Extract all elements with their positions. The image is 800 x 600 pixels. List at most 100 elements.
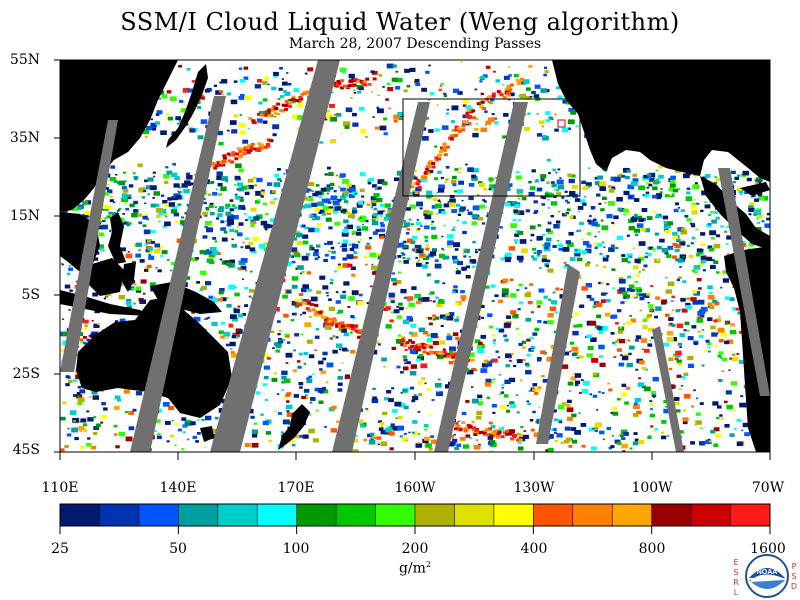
cloud-pixel <box>336 343 343 348</box>
cloud-pixel <box>131 287 135 290</box>
cloud-pixel <box>725 390 732 395</box>
cloud-pixel <box>476 431 481 435</box>
cloud-pixel <box>154 203 160 207</box>
cloud-pixel <box>517 230 524 235</box>
cloud-pixel <box>178 186 182 189</box>
cloud-pixel <box>423 171 428 175</box>
cloud-pixel <box>158 97 161 100</box>
cloud-pixel <box>413 394 417 397</box>
cloud-pixel <box>155 121 160 125</box>
cloud-pixel <box>480 75 485 80</box>
cloud-pixel <box>685 305 692 310</box>
cloud-pixel <box>292 237 297 241</box>
cloud-pixel <box>247 184 254 190</box>
cloud-pixel <box>379 214 383 218</box>
cloud-pixel <box>322 357 327 361</box>
cloud-pixel <box>356 225 361 229</box>
cloud-pixel <box>468 196 474 201</box>
cloud-pixel <box>439 340 446 345</box>
cloud-pixel <box>583 195 587 198</box>
cloud-pixel <box>285 362 289 364</box>
cloud-pixel <box>379 235 385 239</box>
cloud-pixel <box>632 265 639 270</box>
cloud-pixel <box>570 427 577 431</box>
cloud-pixel <box>601 241 605 244</box>
cloud-pixel <box>557 210 561 213</box>
cloud-pixel <box>205 221 211 226</box>
cloud-pixel <box>613 356 617 358</box>
cloud-pixel <box>255 432 258 435</box>
cloud-pixel <box>372 212 378 217</box>
cloud-pixel <box>334 81 338 85</box>
cloud-pixel <box>366 203 371 207</box>
cloud-pixel <box>65 375 70 379</box>
cloud-pixel <box>189 176 192 179</box>
cloud-pixel <box>424 235 429 239</box>
cloud-pixel <box>757 221 761 224</box>
cloud-pixel <box>239 114 242 116</box>
cloud-pixel <box>472 116 476 120</box>
cloud-pixel <box>625 175 630 180</box>
cloud-pixel <box>244 269 248 272</box>
cloud-pixel <box>502 431 507 435</box>
cloud-pixel <box>430 92 435 96</box>
cloud-pixel <box>341 231 349 237</box>
cloud-pixel <box>402 244 408 249</box>
cloud-pixel <box>729 357 733 360</box>
cloud-pixel <box>461 298 465 302</box>
cloud-pixel <box>555 220 561 224</box>
cloud-pixel <box>402 355 407 359</box>
cloud-pixel <box>473 433 478 436</box>
cloud-pixel <box>237 147 242 151</box>
cloud-pixel <box>117 398 122 402</box>
cloud-pixel <box>372 77 377 81</box>
cloud-pixel <box>523 430 526 432</box>
cloud-pixel <box>356 419 364 424</box>
cloud-pixel <box>128 426 135 431</box>
cloud-pixel <box>642 293 650 298</box>
cloud-pixel <box>594 176 599 180</box>
cloud-pixel <box>618 277 624 281</box>
cloud-pixel <box>748 205 754 210</box>
cloud-pixel <box>380 430 387 435</box>
cloud-pixel <box>325 114 333 119</box>
cloud-pixel <box>309 244 313 248</box>
cloud-pixel <box>237 232 243 237</box>
cloud-pixel <box>403 405 409 410</box>
cloud-pixel <box>552 195 557 198</box>
cloud-pixel <box>547 313 554 318</box>
cloud-pixel <box>221 79 228 84</box>
cloud-pixel <box>490 425 496 429</box>
cloud-pixel <box>424 428 428 431</box>
cloud-pixel <box>679 241 686 246</box>
cloud-pixel <box>291 312 296 316</box>
cloud-pixel <box>631 215 635 218</box>
cloud-pixel <box>717 327 725 333</box>
cloud-pixel <box>248 288 255 293</box>
cloud-pixel <box>544 242 551 247</box>
cloud-pixel <box>632 441 639 446</box>
cloud-pixel <box>358 86 364 91</box>
cloud-pixel <box>169 205 173 208</box>
cloud-pixel <box>449 198 456 204</box>
cloud-pixel <box>608 188 615 193</box>
cloud-pixel <box>327 206 334 211</box>
swath-gap-7 <box>652 326 684 452</box>
cloud-pixel <box>144 243 148 246</box>
cloud-pixel <box>148 255 155 260</box>
cloud-pixel <box>151 241 155 244</box>
cloud-pixel <box>115 445 120 449</box>
cloud-pixel <box>420 363 428 369</box>
cloud-pixel <box>484 110 488 113</box>
cloud-pixel <box>432 197 438 202</box>
cloud-pixel <box>392 64 397 68</box>
cloud-pixel <box>639 296 645 301</box>
cloud-pixel <box>445 178 449 181</box>
cloud-pixel <box>228 216 234 220</box>
cloud-pixel <box>200 119 208 124</box>
cloud-pixel <box>238 67 243 70</box>
cloud-pixel <box>416 221 421 226</box>
cloud-pixel <box>273 342 278 346</box>
cloud-pixel <box>544 192 552 198</box>
cloud-pixel <box>599 186 606 191</box>
